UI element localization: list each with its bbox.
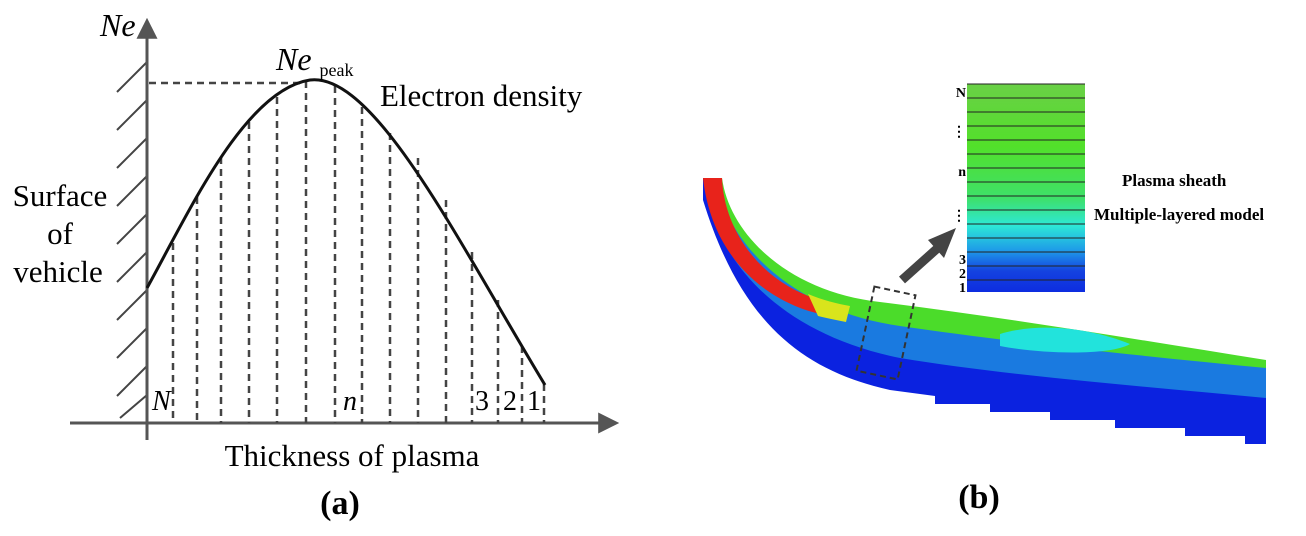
- stack-label-N: N: [956, 86, 966, 101]
- stack-label-dots-mid: ⋮: [952, 209, 966, 224]
- layer-stack-lines: [967, 83, 1085, 281]
- stack-label-n: n: [958, 165, 966, 180]
- caption-b: (b): [958, 479, 1000, 516]
- zoom-arrow: [898, 228, 956, 284]
- panel-b: N ⋮ n ⋮ 3 2 1 Plasma sheath Multiple-lay…: [703, 83, 1266, 516]
- sheath-blob-cyan: [1000, 327, 1130, 353]
- layer-label-3: 3: [475, 386, 489, 417]
- curve-label: Electron density: [380, 78, 583, 113]
- layer-stack: [967, 83, 1085, 292]
- surface-label-line1: Surface: [13, 178, 108, 213]
- layer-label-n: n: [343, 386, 357, 417]
- layer-stack-fill: [967, 84, 1085, 292]
- y-axis-label: Ne: [99, 7, 136, 43]
- plasma-sheath-contour: [703, 178, 1266, 444]
- surface-label-line3: vehicle: [13, 254, 103, 289]
- peak-label-sub: peak: [320, 60, 354, 80]
- caption-a: (a): [320, 485, 360, 522]
- sheath-band-dark-blue: [703, 178, 1266, 444]
- sheath-band-blue: [705, 178, 1266, 398]
- stack-label-2: 2: [959, 267, 966, 282]
- x-axis-label: Thickness of plasma: [225, 438, 480, 473]
- stack-label-1: 1: [959, 281, 966, 296]
- layer-label-2: 2: [503, 386, 517, 417]
- peak-label-main: Ne: [275, 41, 312, 77]
- sheath-band-green: [716, 178, 1266, 368]
- stack-label-3: 3: [959, 253, 966, 268]
- panel-a: Ne Ne peak Electron density Surface of v…: [13, 7, 620, 522]
- stack-label-dots-top: ⋮: [952, 125, 966, 140]
- layer-label-1: 1: [527, 386, 541, 417]
- desc-multi-layer-model: Multiple-layered model: [1094, 205, 1264, 224]
- surface-label-line2: of: [47, 216, 74, 251]
- sheath-transition-yellow: [808, 294, 850, 322]
- electron-density-curve: [145, 78, 547, 386]
- layer-label-N: N: [151, 386, 172, 417]
- peak-label: Ne peak: [275, 41, 354, 80]
- desc-plasma-sheath: Plasma sheath: [1122, 171, 1227, 190]
- vehicle-surface-hatch: [116, 61, 148, 419]
- selection-box: [855, 285, 917, 381]
- layer-dashed-lines: [171, 81, 546, 423]
